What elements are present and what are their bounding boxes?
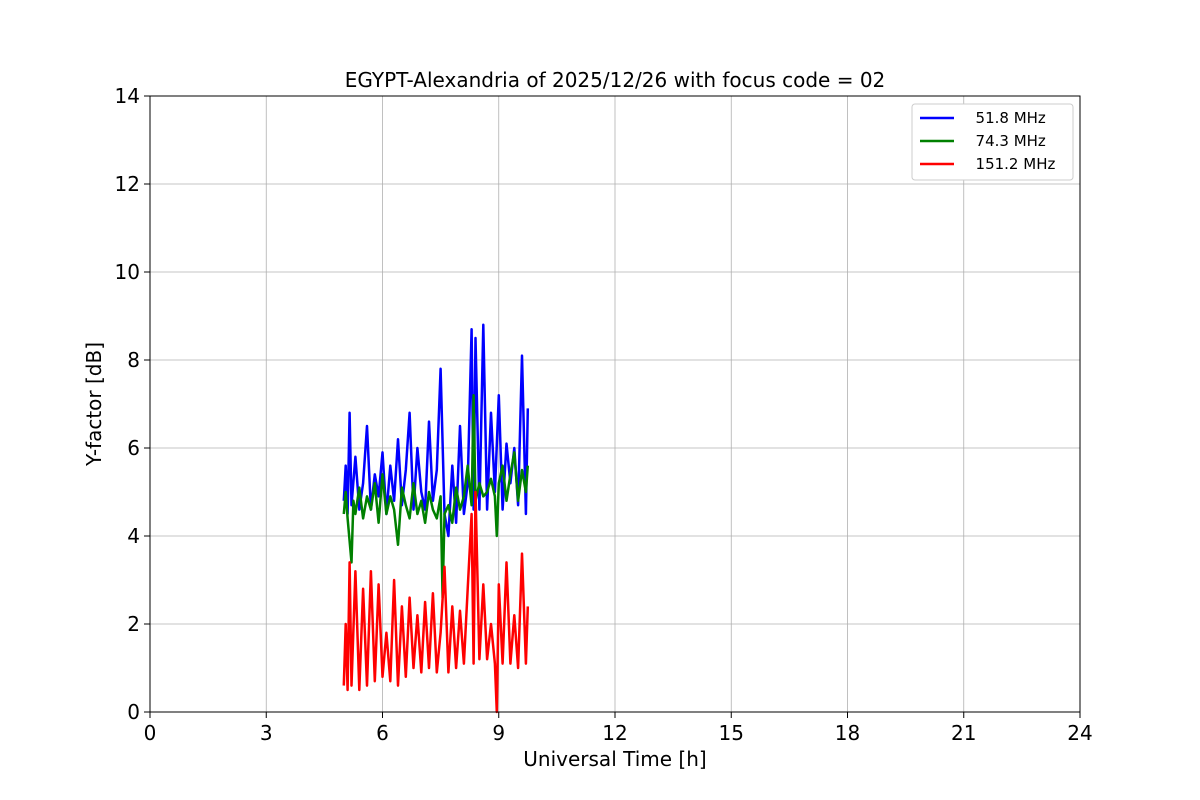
y-tick-label: 4: [127, 524, 140, 548]
legend-label: 51.8 MHz: [966, 109, 1046, 127]
y-tick-label: 14: [115, 84, 140, 108]
x-tick-label: 3: [260, 721, 273, 745]
x-tick-label: 6: [376, 721, 389, 745]
x-axis-label: Universal Time [h]: [523, 747, 706, 771]
y-tick-label: 10: [115, 260, 140, 284]
series-line-1: [342, 393, 530, 599]
chart-title: EGYPT-Alexandria of 2025/12/26 with focu…: [345, 68, 886, 92]
legend-box: [911, 103, 1074, 181]
x-tick-label: 15: [719, 721, 744, 745]
y-tick-label: 2: [127, 612, 140, 636]
y-tick-label: 6: [127, 436, 140, 460]
series-line-0: [342, 323, 530, 538]
x-tick-label: 9: [492, 721, 505, 745]
y-tick-label: 8: [127, 348, 140, 372]
x-tick-label: 21: [951, 721, 976, 745]
x-tick-label: 12: [602, 721, 627, 745]
x-tick-label: 0: [144, 721, 157, 745]
legend-label: 151.2 MHz: [966, 155, 1055, 173]
y-tick-label: 12: [115, 172, 140, 196]
series-group: [342, 323, 530, 714]
x-tick-label: 24: [1067, 721, 1092, 745]
legend-label: 74.3 MHz: [966, 132, 1046, 150]
series-line-2: [342, 490, 530, 714]
y-tick-label: 0: [127, 700, 140, 724]
legend: 51.8 MHz 74.3 MHz 151.2 MHz: [911, 103, 1074, 181]
x-tick-label: 18: [835, 721, 860, 745]
y-axis-label: Y-factor [dB]: [82, 342, 106, 467]
